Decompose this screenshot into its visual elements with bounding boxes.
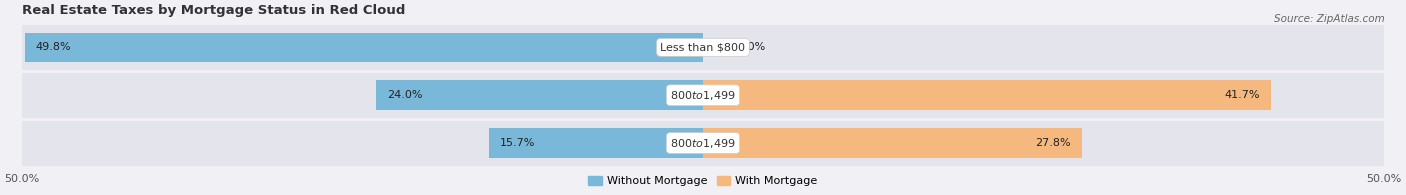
Text: Real Estate Taxes by Mortgage Status in Red Cloud: Real Estate Taxes by Mortgage Status in …: [21, 4, 405, 17]
Text: 0.0%: 0.0%: [737, 43, 765, 52]
Bar: [21, 25, 1385, 70]
Text: 24.0%: 24.0%: [387, 90, 422, 100]
Text: 41.7%: 41.7%: [1225, 90, 1260, 100]
Text: 49.8%: 49.8%: [35, 43, 72, 52]
Bar: [703, 80, 1271, 110]
Text: 27.8%: 27.8%: [1035, 138, 1071, 148]
Bar: [703, 128, 1081, 158]
Text: Source: ZipAtlas.com: Source: ZipAtlas.com: [1274, 14, 1385, 24]
Text: $800 to $1,499: $800 to $1,499: [671, 89, 735, 102]
Text: $800 to $1,499: $800 to $1,499: [671, 136, 735, 150]
Bar: [21, 73, 1385, 118]
Bar: [375, 80, 703, 110]
Legend: Without Mortgage, With Mortgage: Without Mortgage, With Mortgage: [583, 171, 823, 191]
Bar: [489, 128, 703, 158]
Bar: [21, 121, 1385, 166]
Bar: [24, 33, 703, 62]
Text: 15.7%: 15.7%: [501, 138, 536, 148]
Text: Less than $800: Less than $800: [661, 43, 745, 52]
